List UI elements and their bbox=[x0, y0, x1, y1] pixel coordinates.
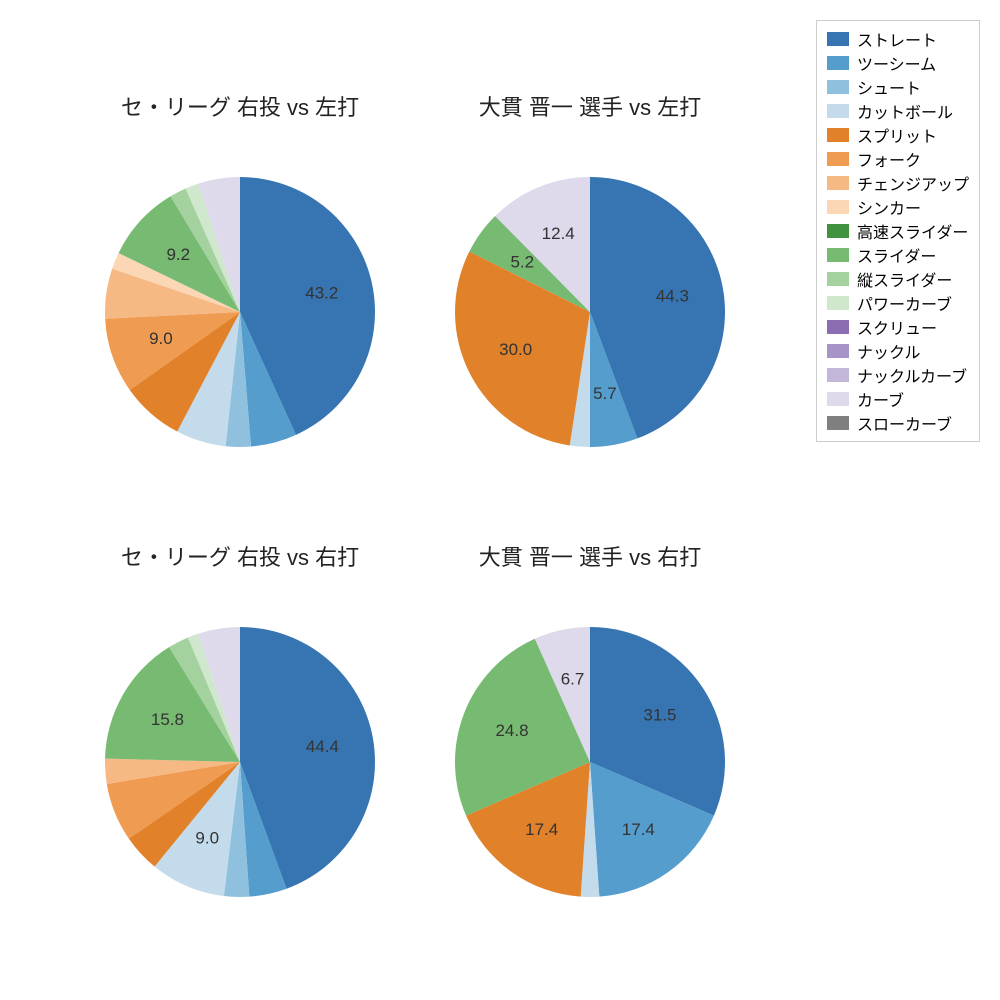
legend-swatch bbox=[827, 152, 849, 166]
legend-label: スローカーブ bbox=[857, 411, 952, 435]
legend-label: スクリュー bbox=[857, 315, 937, 339]
legend-item: ナックルカーブ bbox=[827, 363, 969, 387]
legend-label: スライダー bbox=[857, 243, 936, 267]
legend-item: シンカー bbox=[827, 195, 969, 219]
legend-swatch bbox=[827, 416, 849, 430]
legend-label: シンカー bbox=[857, 195, 921, 219]
legend-swatch bbox=[827, 176, 849, 190]
legend-swatch bbox=[827, 56, 849, 70]
pie-svg: 31.5 17.4 17.4 24.8 6.7 bbox=[430, 582, 750, 942]
legend-label: カーブ bbox=[857, 387, 904, 411]
legend-item: 縦スライダー bbox=[827, 267, 969, 291]
pie-svg: 44.3 5.7 30.0 5.2 12.4 bbox=[430, 132, 750, 492]
legend-item: 高速スライダー bbox=[827, 219, 969, 243]
slice-label: 9.0 bbox=[149, 329, 173, 348]
chart-title: セ・リーグ 右投 vs 右打 bbox=[80, 540, 400, 582]
legend-label: パワーカーブ bbox=[857, 291, 952, 315]
legend-item: ツーシーム bbox=[827, 51, 969, 75]
slice-label: 17.4 bbox=[622, 820, 655, 839]
pie-svg: 44.4 9.0 15.8 bbox=[80, 582, 400, 942]
slice-label: 9.2 bbox=[166, 245, 190, 264]
legend-item: シュート bbox=[827, 75, 969, 99]
legend-swatch bbox=[827, 344, 849, 358]
legend-item: パワーカーブ bbox=[827, 291, 969, 315]
legend-item: ストレート bbox=[827, 27, 969, 51]
chart-grid: ストレートツーシームシュートカットボールスプリットフォークチェンジアップシンカー… bbox=[0, 0, 1000, 1000]
legend-item: ナックル bbox=[827, 339, 969, 363]
legend-item: スライダー bbox=[827, 243, 969, 267]
slice-label: 24.8 bbox=[495, 721, 528, 740]
slice-label: 6.7 bbox=[561, 670, 585, 689]
legend-label: チェンジアップ bbox=[857, 171, 969, 195]
legend-swatch bbox=[827, 368, 849, 382]
legend-swatch bbox=[827, 272, 849, 286]
pie-svg: 43.2 9.0 9.2 bbox=[80, 132, 400, 492]
pie-chart: セ・リーグ 右投 vs 右打 44.4 9.0 15.8 bbox=[80, 540, 400, 900]
legend-swatch bbox=[827, 32, 849, 46]
legend-item: チェンジアップ bbox=[827, 171, 969, 195]
legend-item: スプリット bbox=[827, 123, 969, 147]
slice-label: 44.4 bbox=[306, 737, 339, 756]
pie-chart: セ・リーグ 右投 vs 左打 43.2 9.0 9.2 bbox=[80, 90, 400, 450]
legend: ストレートツーシームシュートカットボールスプリットフォークチェンジアップシンカー… bbox=[816, 20, 980, 442]
legend-label: ナックルカーブ bbox=[857, 363, 967, 387]
legend-label: ツーシーム bbox=[857, 51, 936, 75]
chart-title: 大貫 晋一 選手 vs 右打 bbox=[430, 540, 750, 582]
legend-swatch bbox=[827, 80, 849, 94]
slice-label: 15.8 bbox=[151, 710, 184, 729]
slice-label: 5.7 bbox=[593, 384, 617, 403]
chart-title: セ・リーグ 右投 vs 左打 bbox=[80, 90, 400, 132]
legend-item: スクリュー bbox=[827, 315, 969, 339]
legend-swatch bbox=[827, 200, 849, 214]
legend-label: シュート bbox=[857, 75, 921, 99]
legend-label: カットボール bbox=[857, 99, 953, 123]
slice-label: 43.2 bbox=[305, 284, 338, 303]
slice-label: 17.4 bbox=[525, 820, 558, 839]
legend-swatch bbox=[827, 128, 849, 142]
legend-label: ストレート bbox=[857, 27, 937, 51]
legend-item: スローカーブ bbox=[827, 411, 969, 435]
legend-swatch bbox=[827, 224, 849, 238]
slice-label: 5.2 bbox=[510, 252, 534, 271]
legend-swatch bbox=[827, 104, 849, 118]
legend-label: 高速スライダー bbox=[857, 219, 968, 243]
legend-item: カーブ bbox=[827, 387, 969, 411]
legend-swatch bbox=[827, 296, 849, 310]
pie-chart: 大貫 晋一 選手 vs 右打 31.5 17.4 17.4 24.8 6.7 bbox=[430, 540, 750, 900]
legend-label: フォーク bbox=[857, 147, 921, 171]
legend-swatch bbox=[827, 248, 849, 262]
legend-swatch bbox=[827, 392, 849, 406]
slice-label: 9.0 bbox=[195, 829, 219, 848]
legend-label: ナックル bbox=[857, 339, 921, 363]
pie-chart: 大貫 晋一 選手 vs 左打 44.3 5.7 30.0 5.2 12.4 bbox=[430, 90, 750, 450]
legend-label: スプリット bbox=[857, 123, 937, 147]
slice-label: 12.4 bbox=[542, 224, 575, 243]
slice-label: 30.0 bbox=[499, 340, 532, 359]
legend-label: 縦スライダー bbox=[857, 267, 952, 291]
slice-label: 31.5 bbox=[643, 706, 676, 725]
chart-title: 大貫 晋一 選手 vs 左打 bbox=[430, 90, 750, 132]
legend-item: フォーク bbox=[827, 147, 969, 171]
slice-label: 44.3 bbox=[656, 287, 689, 306]
legend-swatch bbox=[827, 320, 849, 334]
legend-item: カットボール bbox=[827, 99, 969, 123]
